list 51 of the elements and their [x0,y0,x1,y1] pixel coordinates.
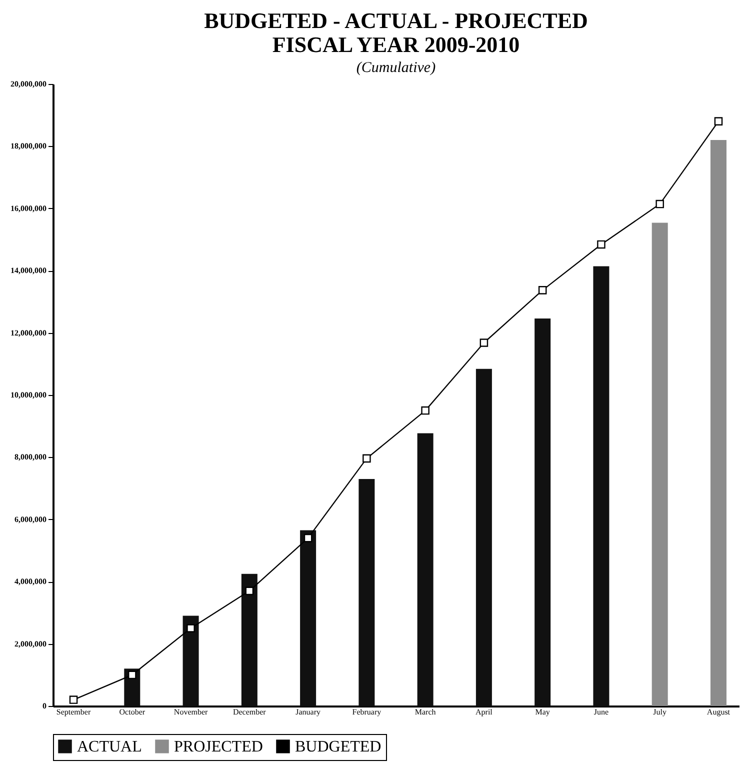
chart-subtitle: (Cumulative) [356,60,436,76]
text: FISCAL YEAR 2009-2010 [272,32,520,57]
point [538,286,547,294]
bar [593,266,610,706]
point [362,454,371,463]
point [186,624,195,632]
y-tick-label: 4,000,000 [14,577,46,586]
point [714,117,723,126]
bar [182,616,199,706]
point [597,240,606,249]
bar [534,318,551,706]
y-tick-label: 20,000,000 [10,80,46,88]
y-tick-label: 8,000,000 [14,452,46,462]
x-tick-label: June [594,708,609,716]
y-tick-label: 12,000,000 [10,328,46,338]
y-tick-label: 16,000,000 [10,204,46,213]
x-tick-label: August [706,708,731,716]
point [656,200,664,208]
bar [358,478,375,706]
x-tick-label: January [296,708,320,716]
bar [476,368,492,706]
x-tick-label: December [232,708,266,716]
y-tick-label: 0 [42,702,46,710]
bar [652,222,668,706]
bar [241,574,258,706]
point [245,586,254,596]
x-tick-label: September [56,708,91,716]
point [128,670,136,680]
bar [710,140,726,706]
bar [417,433,434,706]
x-tick-label: May [535,708,550,716]
legend-label: PROJECTED [174,738,263,756]
text: BUDGETED - ACTUAL - PROJECTED [204,8,588,33]
y-tick-label: 18,000,000 [10,142,46,151]
y-tick-label: 14,000,000 [10,266,46,276]
y-tick-label: 10,000,000 [10,390,46,400]
bar [300,530,316,706]
point [480,338,488,347]
legend-label: ACTUAL [77,738,142,756]
point [69,696,78,704]
x-tick-label: February [352,708,382,716]
legend-label: BUDGETED [295,738,382,756]
x-tick-label: November [174,708,208,716]
x-tick-label: July [653,708,667,716]
x-tick-label: March [414,708,436,716]
point [421,406,430,415]
point [304,534,312,542]
y-tick-label: 6,000,000 [14,514,46,524]
y-tick-label: 2,000,000 [14,639,46,648]
x-tick-label: April [476,708,494,716]
x-tick-label: October [119,708,146,716]
